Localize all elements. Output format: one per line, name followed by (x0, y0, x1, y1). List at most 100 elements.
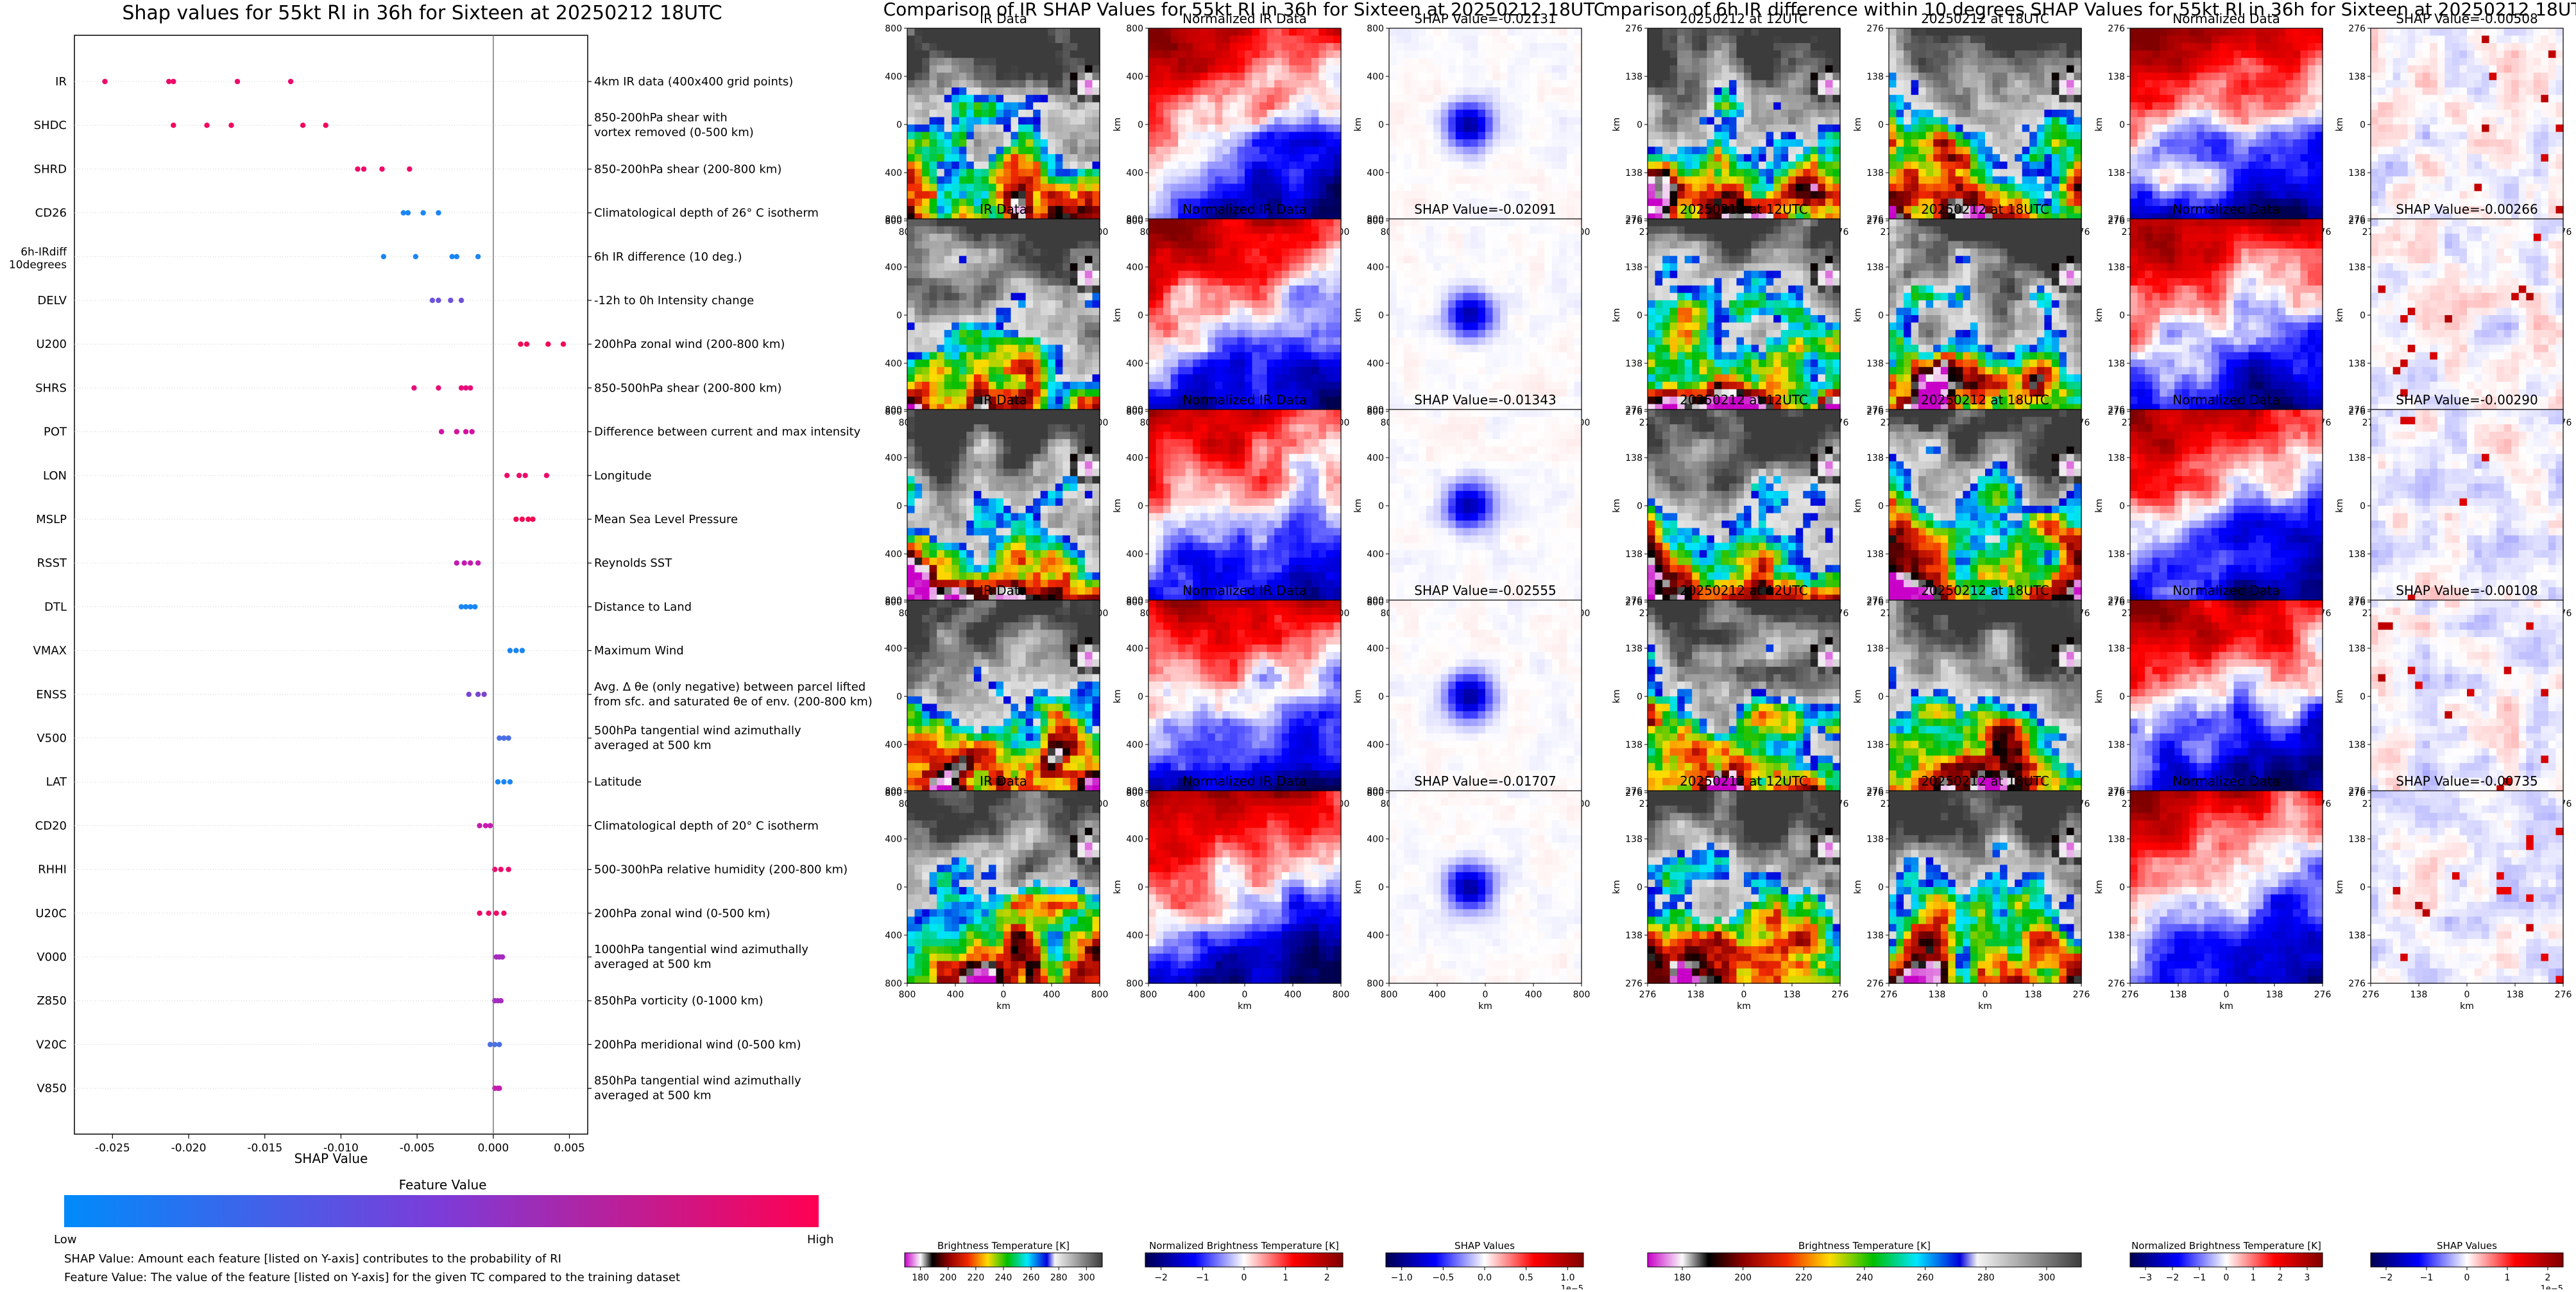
pixel-cell (1574, 263, 1582, 271)
pixel-cell (937, 382, 944, 390)
pixel-cell (959, 424, 967, 432)
pixel-cell (1033, 338, 1041, 345)
pixel-cell (1011, 95, 1019, 103)
pixel-cell (1062, 367, 1070, 375)
pixel-cell (1178, 286, 1186, 293)
pixel-cell (1493, 58, 1501, 65)
pixel-cell (966, 528, 974, 536)
pixel-cell (1003, 132, 1011, 140)
pixel-cell (1289, 352, 1297, 360)
pixel-cell (1062, 87, 1070, 95)
pixel-cell (1297, 271, 1304, 279)
pixel-cell (1515, 227, 1523, 234)
pixel-cell (1433, 102, 1441, 110)
pixel-cell (966, 367, 974, 375)
pixel-cell (1077, 248, 1085, 256)
pixel-cell (1003, 184, 1011, 191)
pixel-cell (1500, 95, 1508, 103)
pixel-cell (1026, 374, 1034, 382)
pixel-cell (1530, 43, 1537, 51)
pixel-cell (959, 191, 967, 199)
pixel-cell (1156, 147, 1164, 155)
pixel-cell (1404, 308, 1412, 316)
pixel-cell (1318, 43, 1326, 51)
pixel-cell (1215, 263, 1223, 271)
pixel-cell (1478, 315, 1486, 323)
pixel-cell (922, 374, 930, 382)
pixel-cell (1412, 191, 1419, 199)
pixel-cell (1478, 154, 1486, 162)
pixel-cell (1500, 323, 1508, 331)
pixel-cell (1412, 102, 1419, 110)
pixel-cell (1055, 73, 1063, 80)
pixel-cell (1093, 389, 1100, 397)
pixel-cell (1471, 125, 1478, 132)
pixel-cell (996, 483, 1004, 491)
pixel-cell (996, 162, 1004, 169)
pixel-cell (1171, 65, 1179, 73)
pixel-cell (1156, 58, 1164, 65)
pixel-cell (944, 278, 952, 286)
pixel-cell (1215, 73, 1223, 80)
pixel-cell (1041, 432, 1048, 440)
pixel-cell (1304, 345, 1311, 352)
pixel-cell (996, 263, 1004, 271)
pixel-cell (966, 125, 974, 132)
pixel-cell (1259, 219, 1267, 227)
pixel-cell (1397, 58, 1404, 65)
pixel-cell (1441, 315, 1449, 323)
pixel-cell (1041, 286, 1048, 293)
pixel-cell (1515, 80, 1523, 88)
shap-point (379, 166, 384, 171)
pixel-cell (989, 263, 996, 271)
pixel-cell (1419, 110, 1426, 117)
pixel-cell (937, 308, 944, 316)
pixel-cell (1426, 271, 1434, 279)
pixel-cell (1033, 461, 1041, 469)
pixel-cell (974, 293, 982, 300)
pixel-cell (1018, 528, 1026, 536)
pixel-cell (1326, 169, 1334, 177)
pixel-cell (966, 397, 974, 404)
pixel-cell (1559, 338, 1567, 345)
pixel-cell (1552, 102, 1560, 110)
pixel-cell (981, 528, 989, 536)
pixel-cell (1559, 58, 1567, 65)
pixel-cell (915, 117, 923, 125)
pixel-cell (1544, 300, 1552, 308)
pixel-cell (1441, 271, 1449, 279)
pixel-cell (1500, 330, 1508, 338)
pixel-cell (937, 36, 944, 44)
pixel-cell (1493, 278, 1501, 286)
pixel-cell (1304, 382, 1311, 390)
pixel-cell (1326, 43, 1334, 51)
pixel-cell (974, 43, 982, 51)
pixel-cell (1171, 315, 1179, 323)
shap-point (466, 692, 472, 697)
pixel-cell (1274, 263, 1282, 271)
pixel-cell (1478, 169, 1486, 177)
pixel-cell (1567, 147, 1574, 155)
pixel-cell (1493, 95, 1501, 103)
pixel-cell (1163, 241, 1171, 249)
pixel-cell (1559, 293, 1567, 300)
pixel-cell (974, 513, 982, 521)
pixel-cell (1207, 345, 1215, 352)
pixel-cell (1404, 248, 1412, 256)
pixel-cell (1500, 36, 1508, 44)
pixel-cell (1018, 263, 1026, 271)
pixel-cell (937, 424, 944, 432)
pixel-cell (1334, 234, 1342, 241)
pixel-cell (1033, 198, 1041, 206)
pixel-cell (1245, 177, 1252, 184)
pixel-cell (981, 36, 989, 44)
pixel-cell (1485, 256, 1493, 264)
pixel-cell (996, 58, 1004, 65)
pixel-cell (907, 338, 915, 345)
feature-description: 850hPa vorticity (0-1000 km) (594, 994, 763, 1008)
pixel-cell (959, 558, 967, 565)
pixel-cell (1148, 191, 1156, 199)
pixel-cell (1156, 73, 1164, 80)
pixel-cell (1200, 139, 1208, 147)
pixel-cell (1311, 125, 1319, 132)
